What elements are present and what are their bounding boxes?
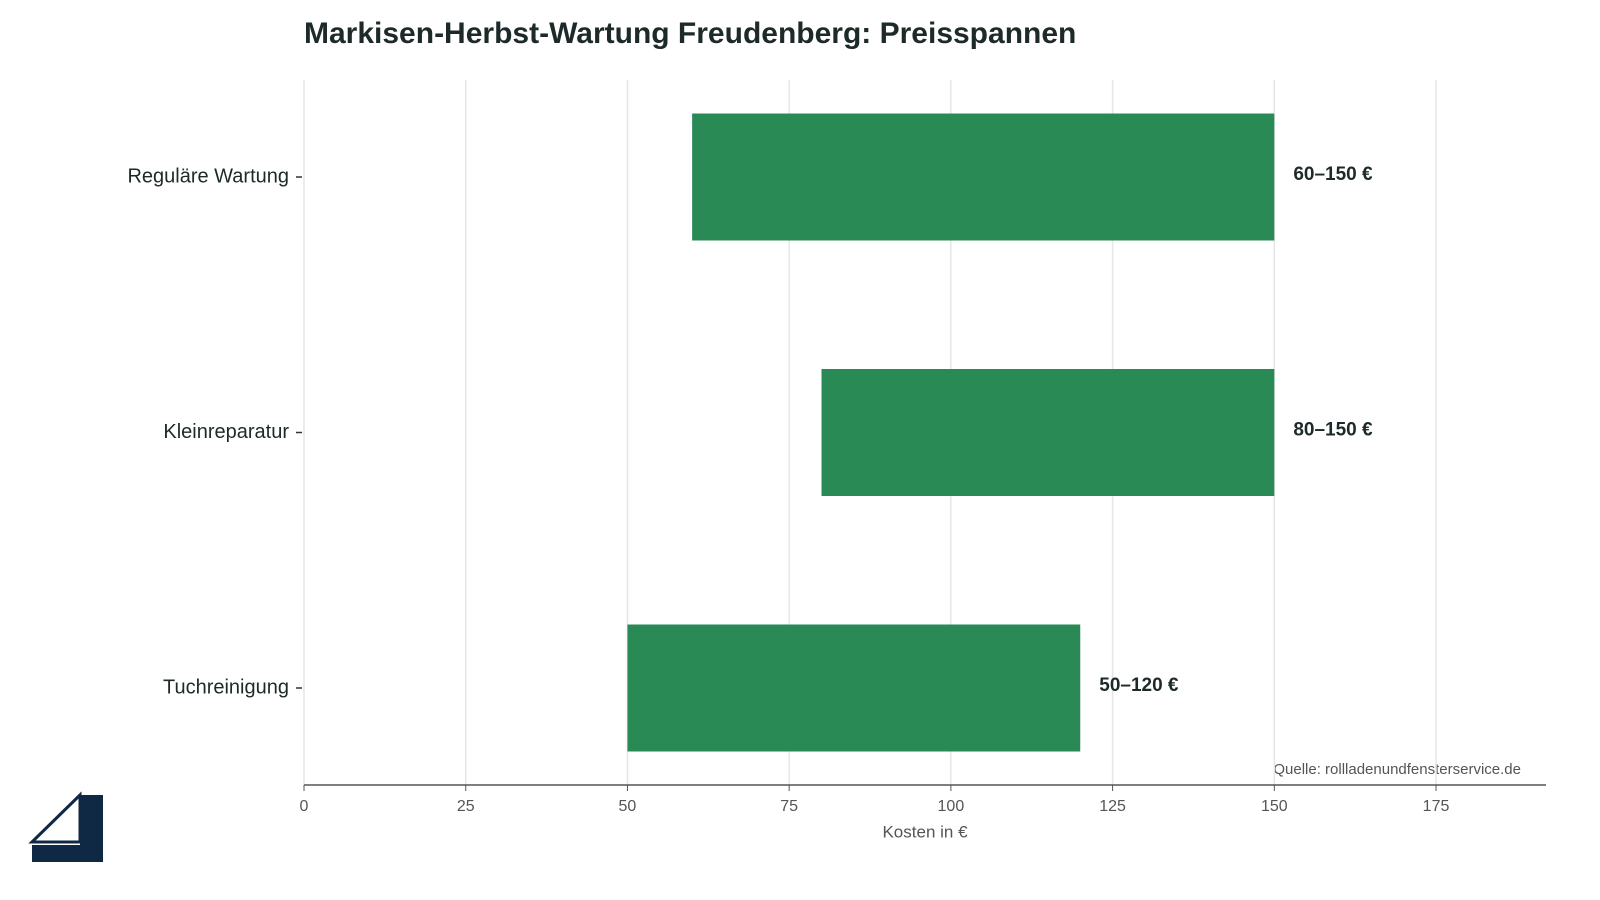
chart-title: Markisen-Herbst-Wartung Freudenberg: Pre… [304, 17, 1076, 50]
y-tick-label: Reguläre Wartung [127, 165, 289, 187]
value-label: 60–150 € [1293, 164, 1373, 185]
y-tick-label: Tuchreinigung [163, 676, 289, 698]
x-tick-label: 175 [1423, 798, 1450, 815]
range-bar [627, 624, 1081, 752]
x-tick-label: 100 [938, 798, 965, 815]
range-bar [692, 113, 1275, 241]
source-note: Quelle: rollladenundfensterservice.de [1273, 761, 1521, 778]
y-tick-label: Kleinreparatur [163, 421, 289, 443]
range-bar [821, 369, 1275, 496]
x-tick-label: 150 [1261, 798, 1288, 815]
x-tick-label: 0 [300, 798, 309, 815]
logo [28, 791, 103, 862]
value-label: 80–150 € [1293, 420, 1373, 441]
value-label: 50–120 € [1099, 675, 1179, 696]
x-tick-label: 50 [619, 798, 637, 815]
x-tick-label: 25 [457, 798, 475, 815]
x-axis-label: Kosten in € [882, 822, 968, 841]
x-tick-label: 75 [780, 798, 798, 815]
x-tick-label: 125 [1099, 798, 1126, 815]
